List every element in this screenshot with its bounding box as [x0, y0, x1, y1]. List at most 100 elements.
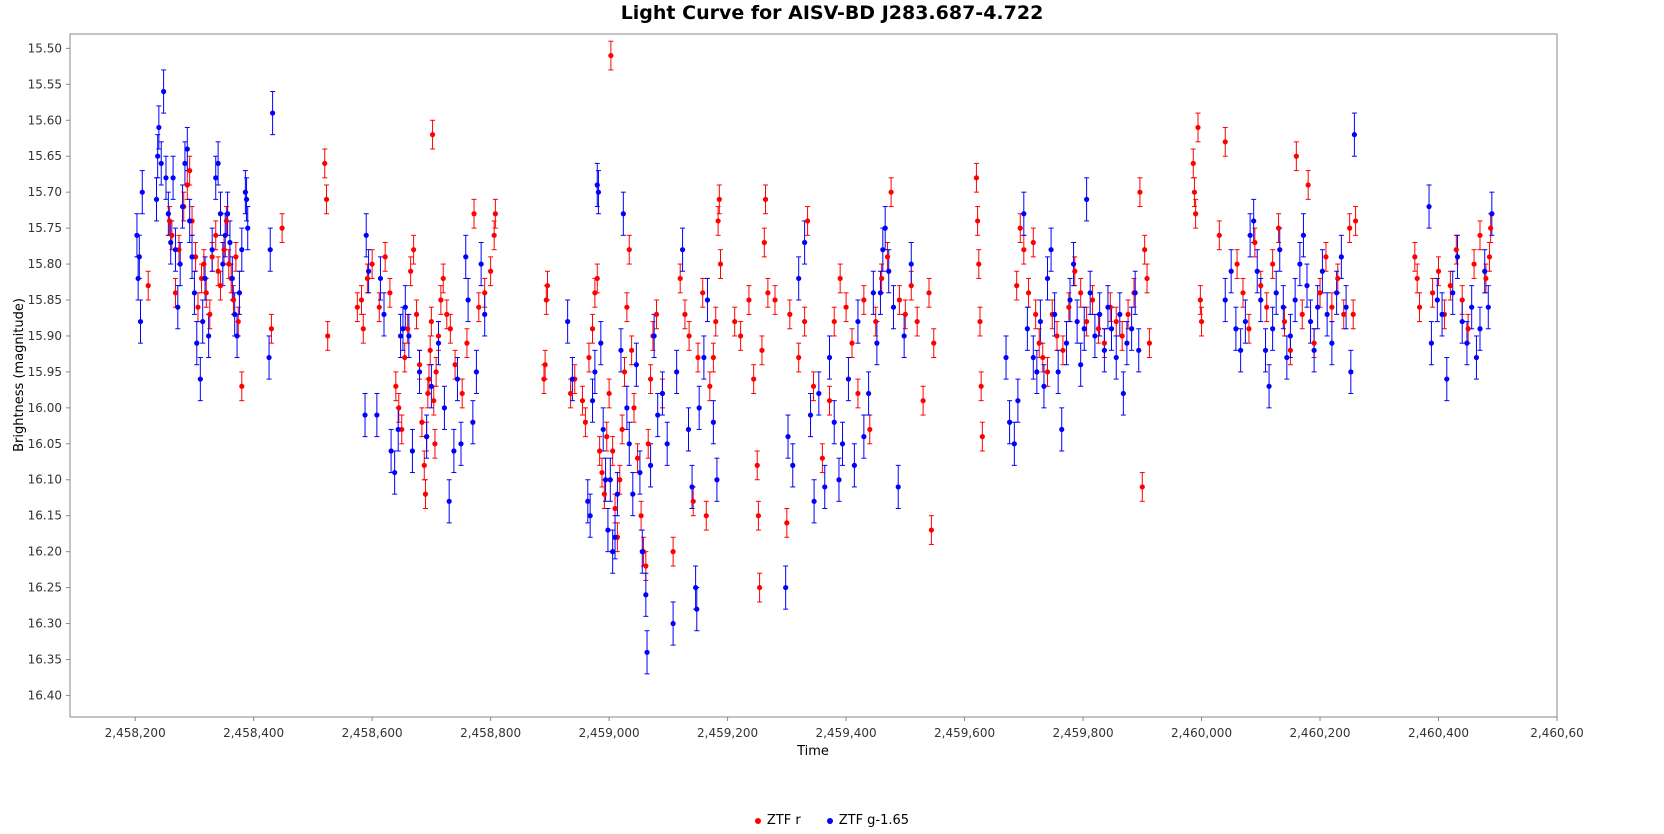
data-point-ztf-g[interactable]	[895, 484, 901, 490]
data-point-ztf-r[interactable]	[914, 318, 920, 325]
data-point-ztf-r[interactable]	[176, 247, 182, 253]
data-point-ztf-g[interactable]	[1454, 254, 1461, 260]
data-point-ztf-r[interactable]	[387, 290, 393, 296]
data-point-ztf-r[interactable]	[647, 376, 654, 382]
data-point-ztf-r[interactable]	[1258, 283, 1264, 289]
data-point-ztf-g[interactable]	[170, 175, 176, 181]
data-point-ztf-r[interactable]	[422, 491, 429, 497]
data-point-ztf-g[interactable]	[177, 261, 183, 267]
data-point-ztf-g[interactable]	[1338, 254, 1344, 260]
data-point-ztf-r[interactable]	[1025, 290, 1032, 296]
data-point-ztf-g[interactable]	[1242, 318, 1248, 325]
data-point-ztf-g[interactable]	[807, 412, 814, 418]
data-point-ztf-g[interactable]	[870, 290, 876, 296]
data-point-ztf-g[interactable]	[409, 448, 416, 454]
data-point-ztf-g[interactable]	[908, 261, 914, 267]
data-point-ztf-r[interactable]	[187, 168, 193, 174]
data-point-ztf-r[interactable]	[476, 304, 482, 310]
data-point-ztf-r[interactable]	[843, 304, 849, 310]
data-point-ztf-g[interactable]	[236, 290, 243, 296]
data-point-ztf-r[interactable]	[432, 441, 438, 447]
data-point-ztf-g[interactable]	[1277, 247, 1283, 253]
data-point-ztf-r[interactable]	[973, 175, 980, 181]
data-point-ztf-r[interactable]	[428, 318, 434, 325]
data-point-ztf-r[interactable]	[217, 283, 224, 289]
data-point-ztf-r[interactable]	[393, 383, 399, 389]
data-point-ztf-r[interactable]	[754, 462, 760, 468]
data-point-ztf-g[interactable]	[239, 247, 245, 253]
data-point-ztf-r[interactable]	[184, 182, 190, 188]
data-point-ztf-r[interactable]	[233, 254, 239, 260]
data-point-ztf-g[interactable]	[172, 247, 179, 253]
data-point-ztf-r[interactable]	[1486, 254, 1493, 260]
data-point-ztf-g[interactable]	[1052, 311, 1058, 317]
data-point-ztf-g[interactable]	[1070, 261, 1077, 267]
data-point-ztf-g[interactable]	[620, 211, 626, 217]
data-point-ztf-g[interactable]	[395, 426, 401, 433]
data-point-ztf-g[interactable]	[659, 390, 666, 397]
data-point-ztf-g[interactable]	[594, 182, 600, 188]
data-point-ztf-r[interactable]	[1197, 297, 1203, 303]
data-point-ztf-r[interactable]	[1191, 189, 1198, 195]
data-point-ztf-r[interactable]	[765, 290, 771, 296]
data-point-ztf-g[interactable]	[245, 225, 251, 231]
data-point-ztf-g[interactable]	[647, 462, 654, 468]
data-point-ztf-r[interactable]	[1429, 290, 1436, 296]
data-point-ztf-g[interactable]	[473, 369, 480, 375]
data-point-ztf-g[interactable]	[1434, 297, 1440, 303]
data-point-ztf-g[interactable]	[1003, 354, 1009, 361]
data-point-ztf-g[interactable]	[206, 333, 212, 339]
data-point-ztf-g[interactable]	[416, 369, 423, 375]
data-point-ztf-r[interactable]	[653, 311, 660, 317]
data-point-ztf-r[interactable]	[1264, 304, 1270, 310]
data-point-ztf-g[interactable]	[1136, 347, 1142, 353]
data-point-ztf-r[interactable]	[629, 347, 635, 353]
data-point-ztf-r[interactable]	[1198, 318, 1205, 325]
data-point-ztf-g[interactable]	[1262, 347, 1269, 353]
data-point-ztf-r[interactable]	[323, 196, 330, 202]
data-point-ztf-r[interactable]	[1435, 268, 1442, 274]
data-point-ztf-g[interactable]	[402, 304, 408, 310]
data-point-ztf-r[interactable]	[1299, 311, 1305, 317]
data-point-ztf-g[interactable]	[1101, 347, 1107, 353]
data-point-ztf-g[interactable]	[1120, 390, 1126, 397]
data-point-ztf-g[interactable]	[1081, 326, 1087, 332]
data-point-ztf-r[interactable]	[408, 268, 414, 274]
data-point-ztf-r[interactable]	[1317, 290, 1323, 296]
data-point-ztf-r[interactable]	[586, 354, 592, 361]
data-point-ztf-g[interactable]	[600, 426, 606, 433]
data-point-ztf-g[interactable]	[639, 549, 645, 555]
data-point-ztf-g[interactable]	[1439, 311, 1445, 317]
data-point-ztf-g[interactable]	[1426, 203, 1432, 210]
data-point-ztf-g[interactable]	[696, 405, 702, 411]
data-point-ztf-r[interactable]	[198, 275, 205, 282]
data-point-ztf-r[interactable]	[358, 297, 365, 303]
data-point-ztf-g[interactable]	[1324, 311, 1330, 317]
data-point-ztf-r[interactable]	[634, 455, 641, 461]
data-point-ztf-r[interactable]	[1453, 247, 1459, 253]
data-point-ztf-r[interactable]	[686, 333, 692, 339]
data-point-ztf-g[interactable]	[163, 175, 169, 181]
data-point-ztf-g[interactable]	[845, 376, 852, 382]
data-point-ztf-g[interactable]	[156, 124, 162, 131]
data-point-ztf-r[interactable]	[459, 390, 465, 397]
data-point-ztf-r[interactable]	[1311, 340, 1317, 346]
data-point-ztf-r[interactable]	[612, 505, 618, 512]
data-point-ztf-g[interactable]	[569, 376, 575, 382]
data-point-ztf-g[interactable]	[612, 534, 618, 540]
data-point-ztf-r[interactable]	[396, 405, 402, 411]
data-point-ztf-g[interactable]	[182, 160, 188, 167]
data-point-ztf-r[interactable]	[1222, 139, 1228, 145]
data-point-ztf-r[interactable]	[369, 261, 375, 267]
data-point-ztf-r[interactable]	[543, 297, 549, 303]
data-point-ztf-g[interactable]	[714, 477, 720, 483]
data-point-ztf-g[interactable]	[630, 491, 636, 497]
data-point-ztf-r[interactable]	[715, 218, 721, 224]
data-point-ztf-r[interactable]	[837, 275, 843, 282]
data-point-ztf-r[interactable]	[1139, 484, 1145, 490]
data-point-ztf-r[interactable]	[621, 369, 628, 375]
data-point-ztf-g[interactable]	[1041, 383, 1047, 389]
data-point-ztf-g[interactable]	[861, 434, 867, 440]
data-point-ztf-r[interactable]	[195, 304, 201, 310]
data-point-ztf-g[interactable]	[1037, 318, 1044, 325]
